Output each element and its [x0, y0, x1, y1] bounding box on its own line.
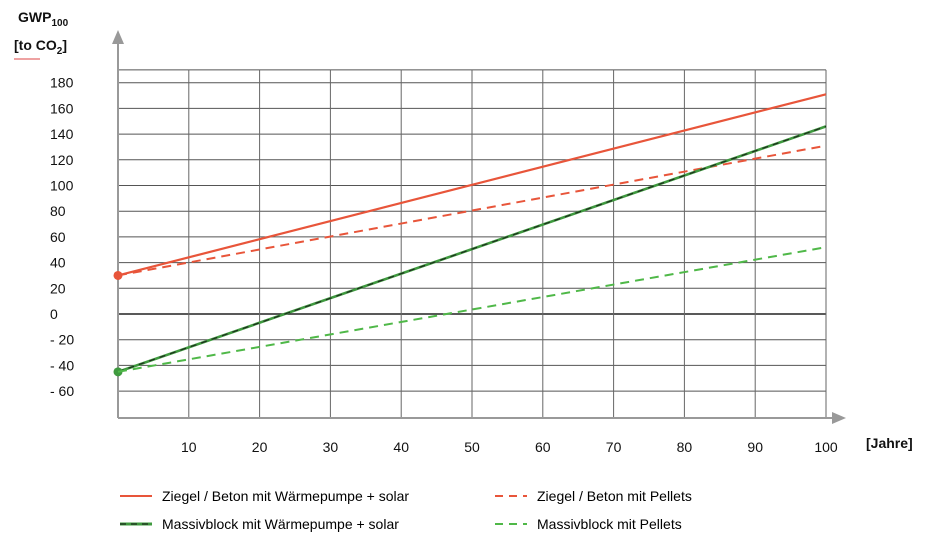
- x-tick-label-5: 60: [535, 439, 551, 455]
- x-tick-label-0: 10: [181, 439, 197, 455]
- y-tick-label-7: 40: [50, 255, 66, 271]
- x-axis-arrow: [832, 412, 846, 424]
- legend-item-3: Massivblock mit Pellets: [495, 516, 682, 532]
- x-tick-label-3: 40: [393, 439, 409, 455]
- y-tick-label-3: 120: [50, 152, 74, 168]
- x-tick-label-4: 50: [464, 439, 480, 455]
- y-tick-label-2: 140: [50, 126, 74, 142]
- legend-item-1: Ziegel / Beton mit Pellets: [495, 488, 692, 504]
- legend-item-0: Ziegel / Beton mit Wärmepumpe + solar: [120, 488, 409, 504]
- y-tick-label-12: - 60: [50, 383, 74, 399]
- legend-swatch-3: [495, 523, 527, 525]
- x-tick-label-2: 30: [323, 439, 339, 455]
- tick-labels: 10 20 30 40 50 60 70 80 90 100 180 160 140 120 100 80 60…: [50, 75, 838, 455]
- x-axis-title: [Jahre]: [866, 435, 913, 451]
- y-tick-label-0: 180: [50, 75, 74, 91]
- legend-label-3: Massivblock mit Pellets: [537, 516, 682, 532]
- y-tick-label-4: 100: [50, 178, 74, 194]
- y-tick-label-11: - 40: [50, 357, 74, 373]
- y-axis-arrow: [112, 30, 124, 44]
- y-tick-label-8: 20: [50, 280, 66, 296]
- x-tick-label-1: 20: [252, 439, 268, 455]
- y-tick-label-1: 160: [50, 100, 74, 116]
- legend-item-2: Massivblock mit Wärmepumpe + solar: [120, 516, 399, 532]
- legend-swatch-2: [120, 522, 152, 526]
- x-tick-label-9: 100: [814, 439, 838, 455]
- series-line-0: [117, 93, 827, 277]
- y-tick-label-6: 60: [50, 229, 66, 245]
- legend-swatch-1: [495, 495, 527, 497]
- y-tick-label-9: 0: [50, 306, 58, 322]
- legend: Ziegel / Beton mit Wärmepumpe + solar Zi…: [120, 488, 820, 534]
- y-axis-title-line1: GWP100: [18, 9, 69, 29]
- x-tick-label-6: 70: [606, 439, 622, 455]
- x-tick-label-8: 90: [747, 439, 763, 455]
- series-lines: [113, 93, 827, 377]
- x-tick-label-7: 80: [677, 439, 693, 455]
- legend-label-2: Massivblock mit Wärmepumpe + solar: [162, 516, 399, 532]
- legend-label-1: Ziegel / Beton mit Pellets: [537, 488, 692, 504]
- series-line-overlay-2: [117, 125, 827, 373]
- y-tick-label-10: - 20: [50, 332, 74, 348]
- axes: [112, 30, 846, 424]
- grid: [117, 69, 827, 419]
- legend-swatch-0: [120, 495, 152, 497]
- y-axis-title-line2: [to CO2]: [14, 37, 67, 57]
- legend-label-0: Ziegel / Beton mit Wärmepumpe + solar: [162, 488, 410, 504]
- y-tick-label-5: 80: [50, 203, 66, 219]
